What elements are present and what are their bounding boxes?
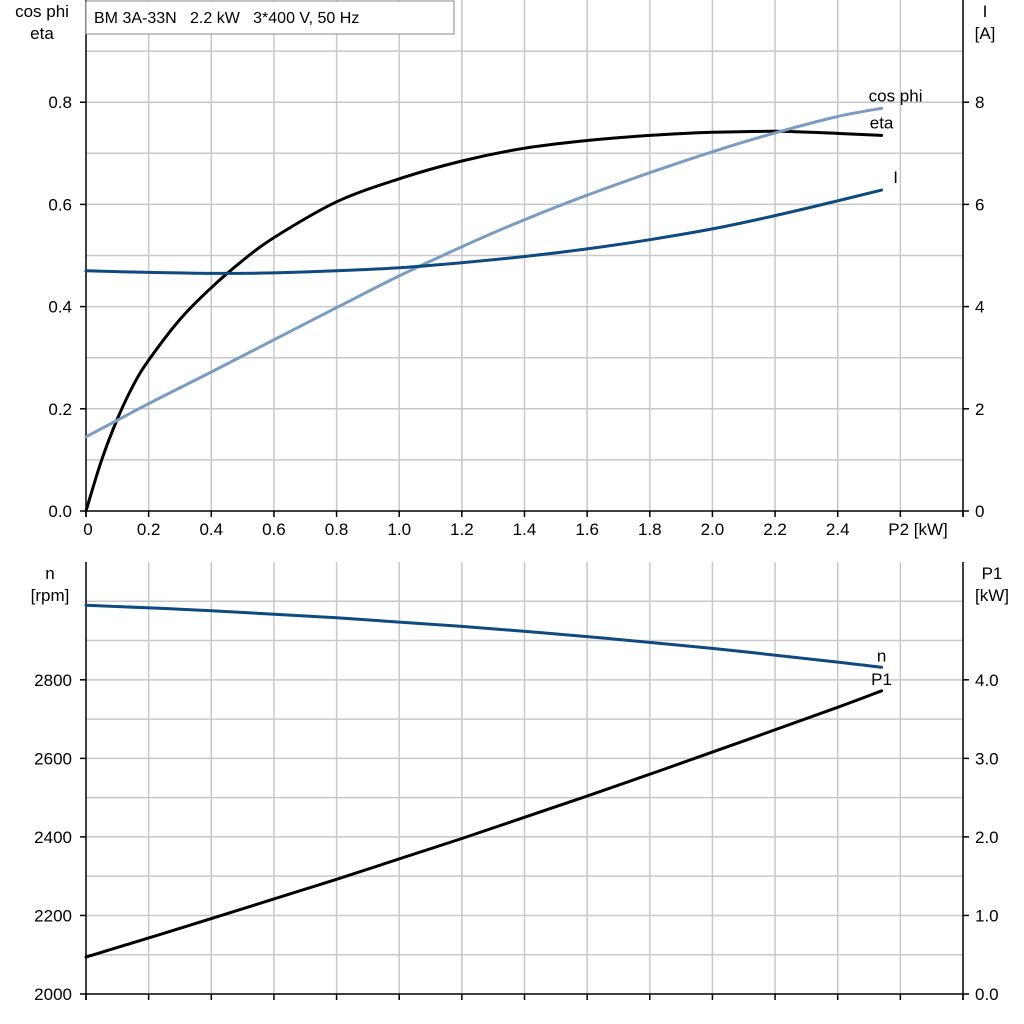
series-line-p1: [84, 689, 884, 959]
left-tick-label: 2200: [34, 906, 72, 925]
left-tick-label: 0.8: [48, 93, 72, 112]
x-tick-label: 0.4: [199, 520, 223, 539]
right-tick-label: 3.0: [975, 749, 999, 768]
series-label-cos-phi: cos phi: [869, 86, 923, 105]
left-tick-label: 0.4: [48, 298, 72, 317]
series-line-eta: [84, 129, 884, 513]
x-tick-label: 2.2: [763, 520, 787, 539]
left-tick-label: 0.2: [48, 400, 72, 419]
top-panel-efficiency-current: 0.0 0.2 0.4 0.6 0.8 0 2 4 6 8 0 0.2 0.4 0.6 0.8 1.0 1.2 1…: [15, 0, 995, 539]
right-tick-label: 0.0: [975, 985, 999, 1004]
x-tick-label: 1.4: [513, 520, 537, 539]
left-axis-title: [rpm]: [31, 586, 70, 605]
left-tick-label: 2800: [34, 671, 72, 690]
right-axis-title: [A]: [975, 24, 996, 43]
right-tick-label: 0: [975, 502, 984, 521]
left-tick-label: 2400: [34, 828, 72, 847]
x-tick-label: 1.0: [387, 520, 411, 539]
x-tick-label: 0: [83, 520, 92, 539]
left-axis-title: cos phi: [15, 2, 69, 21]
x-tick-label: 2.4: [826, 520, 850, 539]
x-tick-label: 0.2: [137, 520, 161, 539]
left-tick-label: 2000: [34, 985, 72, 1004]
chart-title: BM 3A-33N 2.2 kW 3*400 V, 50 Hz: [94, 10, 359, 27]
right-tick-label: 6: [975, 195, 984, 214]
left-axis-title: n: [45, 564, 54, 583]
right-tick-label: 4: [975, 298, 984, 317]
series-line-n: [84, 603, 884, 669]
series-label-p1: P1: [871, 670, 892, 689]
right-tick-label: 1.0: [975, 906, 999, 925]
x-axis-label: P2 [kW]: [888, 520, 948, 539]
series-label-eta: eta: [870, 113, 894, 132]
bottom-panel-speed-power: 2000 2200 2400 2600 2800 0.0 1.0 2.0 3.0 4.0 n [rpm…: [31, 562, 1009, 1004]
x-tick-label: 1.6: [575, 520, 599, 539]
left-axis-title: eta: [30, 24, 54, 43]
left-tick-label: 2600: [34, 749, 72, 768]
series-line-cos-phi: [84, 106, 884, 439]
x-tick-label: 1.2: [450, 520, 474, 539]
series-line-i: [84, 188, 884, 275]
right-tick-label: 2.0: [975, 828, 999, 847]
x-tick-label: 0.6: [262, 520, 286, 539]
right-tick-label: 4.0: [975, 671, 999, 690]
x-tick-label: 2.0: [701, 520, 725, 539]
series-label-i: I: [893, 168, 898, 187]
title-box: BM 3A-33N 2.2 kW 3*400 V, 50 Hz: [85, 0, 455, 35]
x-tick-label: 1.8: [638, 520, 662, 539]
right-axis-title: [kW]: [975, 586, 1009, 605]
right-axis-title: P1: [982, 564, 1003, 583]
series-label-n: n: [877, 646, 886, 665]
right-tick-label: 8: [975, 93, 984, 112]
x-tick-label: 0.8: [325, 520, 349, 539]
left-tick-label: 0.0: [48, 502, 72, 521]
right-tick-label: 2: [975, 400, 984, 419]
left-tick-label: 0.6: [48, 195, 72, 214]
right-axis-title: I: [983, 2, 988, 21]
